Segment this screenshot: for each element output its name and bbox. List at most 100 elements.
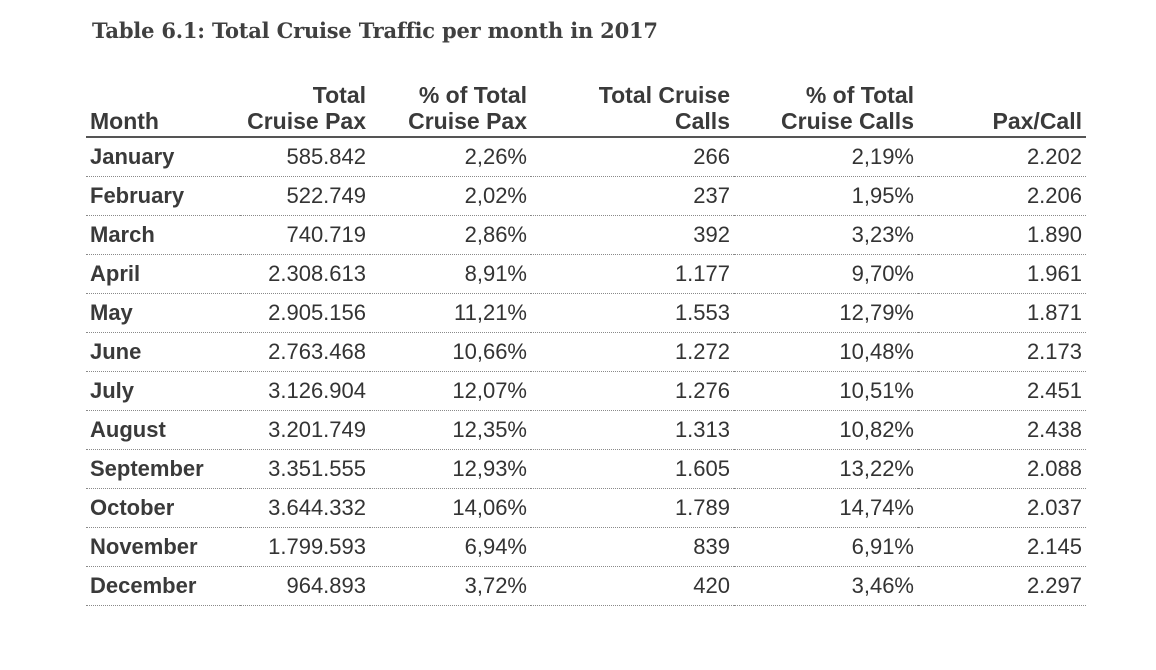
header-pct-cruise-calls-line1: % of Total	[805, 82, 914, 108]
cell-total-pax: 964.893	[240, 566, 370, 606]
cell-calls: 237	[531, 176, 734, 216]
cell-total-pax: 3.201.749	[240, 410, 370, 450]
cell-pct-calls: 3,46%	[734, 566, 918, 606]
cell-pax-call: 2.451	[918, 371, 1086, 411]
cell-month: February	[86, 176, 240, 216]
cell-pct-calls: 10,82%	[734, 410, 918, 450]
cell-pct-calls: 12,79%	[734, 293, 918, 333]
cell-pct-pax: 2,26%	[370, 137, 531, 177]
cell-total-pax: 740.719	[240, 215, 370, 255]
cell-pct-pax: 10,66%	[370, 332, 531, 372]
cell-calls: 266	[531, 137, 734, 177]
cell-month: December	[86, 566, 240, 606]
header-pct-cruise-pax: % of Total Cruise Pax	[370, 80, 531, 138]
cell-total-pax: 522.749	[240, 176, 370, 216]
cell-pct-pax: 3,72%	[370, 566, 531, 606]
cell-total-pax: 2.905.156	[240, 293, 370, 333]
cell-pax-call: 2.297	[918, 566, 1086, 606]
cell-pct-pax: 12,93%	[370, 449, 531, 489]
header-total-cruise-calls-line2: Calls	[675, 108, 730, 134]
cell-calls: 420	[531, 566, 734, 606]
cell-month: April	[86, 254, 240, 294]
header-row: Month Total Cruise Pax % of Total Cruise…	[86, 80, 1086, 138]
cell-calls: 1.272	[531, 332, 734, 372]
cell-pax-call: 1.890	[918, 215, 1086, 255]
cell-total-pax: 3.351.555	[240, 449, 370, 489]
cell-calls: 1.276	[531, 371, 734, 411]
cell-pct-pax: 8,91%	[370, 254, 531, 294]
cell-pct-pax: 2,86%	[370, 215, 531, 255]
header-pct-cruise-pax-line1: % of Total	[418, 82, 527, 108]
cell-calls: 839	[531, 527, 734, 567]
table-row: August 3.201.749 12,35% 1.313 10,82% 2.4…	[86, 410, 1086, 450]
cell-month: September	[86, 449, 240, 489]
cell-pax-call: 2.173	[918, 332, 1086, 372]
table-row: December 964.893 3,72% 420 3,46% 2.297	[86, 566, 1086, 606]
table-row: January 585.842 2,26% 266 2,19% 2.202	[86, 137, 1086, 177]
header-month-label: Month	[90, 108, 159, 134]
table-row: November 1.799.593 6,94% 839 6,91% 2.145	[86, 527, 1086, 567]
cell-pax-call: 2.438	[918, 410, 1086, 450]
cell-calls: 1.605	[531, 449, 734, 489]
cell-pax-call: 2.088	[918, 449, 1086, 489]
cell-pct-calls: 10,51%	[734, 371, 918, 411]
cell-month: August	[86, 410, 240, 450]
cell-total-pax: 1.799.593	[240, 527, 370, 567]
table-row: May 2.905.156 11,21% 1.553 12,79% 1.871	[86, 293, 1086, 333]
cell-pct-pax: 6,94%	[370, 527, 531, 567]
header-total-cruise-pax-line1: Total	[312, 82, 366, 108]
cell-pct-pax: 11,21%	[370, 293, 531, 333]
cell-total-pax: 3.644.332	[240, 488, 370, 528]
header-total-cruise-calls: Total Cruise Calls	[531, 80, 734, 138]
table-row: October 3.644.332 14,06% 1.789 14,74% 2.…	[86, 488, 1086, 528]
cell-pct-pax: 12,35%	[370, 410, 531, 450]
cell-pct-calls: 14,74%	[734, 488, 918, 528]
cell-pct-calls: 9,70%	[734, 254, 918, 294]
cell-calls: 1.553	[531, 293, 734, 333]
cell-pct-calls: 10,48%	[734, 332, 918, 372]
cell-calls: 1.177	[531, 254, 734, 294]
table-row: July 3.126.904 12,07% 1.276 10,51% 2.451	[86, 371, 1086, 411]
header-pct-cruise-calls-line2: Cruise Calls	[781, 108, 914, 134]
cell-pct-calls: 6,91%	[734, 527, 918, 567]
header-month: Month	[86, 80, 240, 138]
table-body: January 585.842 2,26% 266 2,19% 2.202 Fe…	[86, 137, 1086, 606]
cell-calls: 1.313	[531, 410, 734, 450]
cell-pct-calls: 3,23%	[734, 215, 918, 255]
cell-calls: 392	[531, 215, 734, 255]
header-pct-cruise-pax-line2: Cruise Pax	[408, 108, 527, 134]
cell-pct-pax: 12,07%	[370, 371, 531, 411]
cell-pct-calls: 13,22%	[734, 449, 918, 489]
cell-pax-call: 2.202	[918, 137, 1086, 177]
header-total-cruise-calls-line1: Total Cruise	[598, 82, 730, 108]
cell-pax-call: 2.145	[918, 527, 1086, 567]
table-row: March 740.719 2,86% 392 3,23% 1.890	[86, 215, 1086, 255]
cruise-traffic-table: Month Total Cruise Pax % of Total Cruise…	[86, 80, 1086, 606]
table-title: Table 6.1: Total Cruise Traffic per mont…	[92, 18, 658, 43]
table-row: September 3.351.555 12,93% 1.605 13,22% …	[86, 449, 1086, 489]
cell-month: October	[86, 488, 240, 528]
cell-total-pax: 2.308.613	[240, 254, 370, 294]
cell-month: July	[86, 371, 240, 411]
cell-calls: 1.789	[531, 488, 734, 528]
cell-month: June	[86, 332, 240, 372]
cell-month: January	[86, 137, 240, 177]
cell-pct-calls: 2,19%	[734, 137, 918, 177]
header-pax-per-call: Pax/Call	[918, 80, 1086, 138]
table-row: April 2.308.613 8,91% 1.177 9,70% 1.961	[86, 254, 1086, 294]
cell-pax-call: 2.206	[918, 176, 1086, 216]
cell-total-pax: 3.126.904	[240, 371, 370, 411]
header-pax-per-call-label: Pax/Call	[992, 108, 1083, 134]
cell-month: May	[86, 293, 240, 333]
table-header: Month Total Cruise Pax % of Total Cruise…	[86, 80, 1086, 138]
cell-month: November	[86, 527, 240, 567]
cell-total-pax: 585.842	[240, 137, 370, 177]
cell-total-pax: 2.763.468	[240, 332, 370, 372]
header-total-cruise-pax-line2: Cruise Pax	[247, 108, 366, 134]
cell-pct-calls: 1,95%	[734, 176, 918, 216]
header-pct-cruise-calls: % of Total Cruise Calls	[734, 80, 918, 138]
table-row: June 2.763.468 10,66% 1.272 10,48% 2.173	[86, 332, 1086, 372]
cell-pax-call: 1.961	[918, 254, 1086, 294]
cell-pax-call: 2.037	[918, 488, 1086, 528]
cell-month: March	[86, 215, 240, 255]
